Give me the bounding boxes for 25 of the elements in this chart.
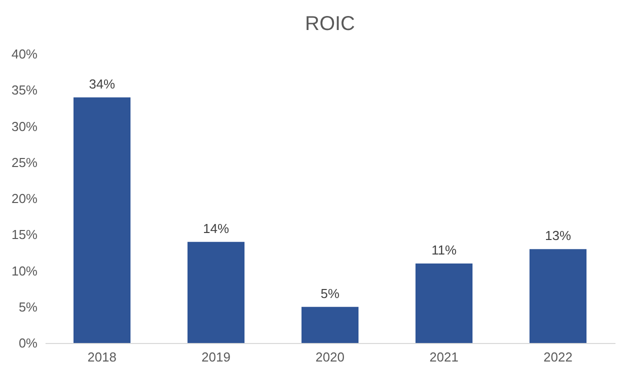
x-tick-label: 2020 (316, 350, 344, 364)
y-tick-label: 15% (11, 227, 38, 242)
data-label: 11% (431, 242, 457, 258)
chart-title: ROIC (305, 13, 355, 35)
data-label: 14% (202, 220, 230, 236)
y-tick-label: 25% (11, 154, 38, 170)
data-label: 34% (88, 76, 116, 92)
y-tick-label: 10% (11, 263, 38, 278)
x-tick-label: 2021 (430, 350, 458, 364)
y-tick-label: 30% (11, 118, 38, 134)
bar (530, 249, 586, 343)
y-tick-label: 20% (11, 191, 38, 206)
y-tick-label: 35% (11, 82, 38, 98)
bar (188, 242, 244, 343)
y-tick-label: 5% (18, 299, 38, 314)
y-tick-label: 40% (11, 46, 38, 62)
y-tick-label: 0% (18, 336, 38, 350)
x-tick-label: 2019 (202, 350, 230, 364)
bar (416, 264, 472, 343)
x-tick-label: 2018 (88, 350, 116, 364)
data-label: 13% (544, 228, 572, 244)
bar (302, 306, 358, 343)
bar (74, 97, 130, 343)
x-tick-label: 2022 (544, 350, 572, 364)
data-label: 5% (320, 286, 340, 301)
